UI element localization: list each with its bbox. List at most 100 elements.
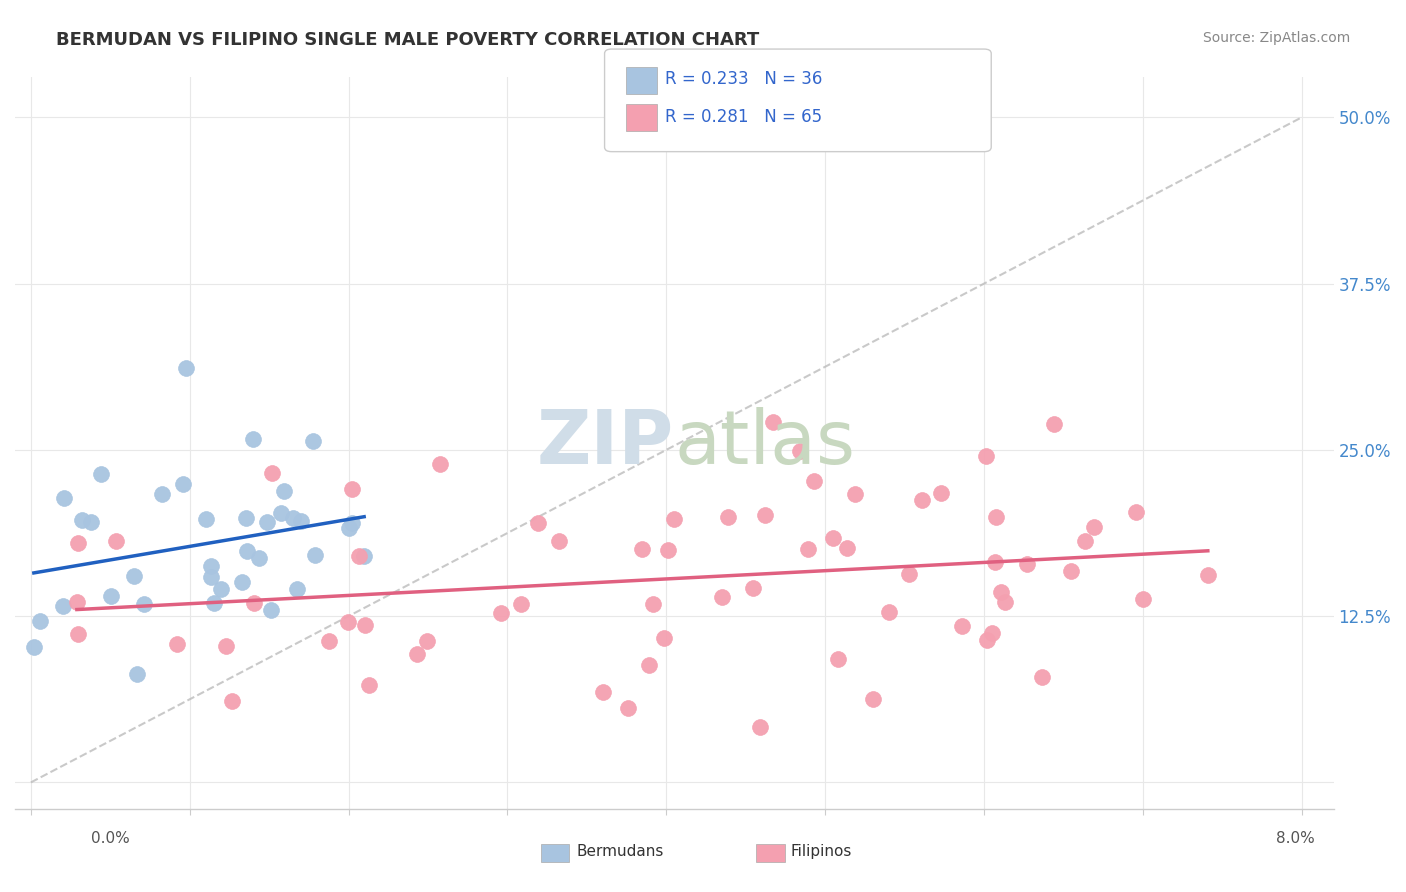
Point <box>950 618 973 632</box>
Point <box>984 509 1007 524</box>
Point <box>1132 591 1154 606</box>
Point <box>28 614 51 628</box>
Point <box>405 647 427 661</box>
Text: R = 0.233   N = 36: R = 0.233 N = 36 <box>665 70 823 88</box>
Point <box>1074 533 1097 548</box>
Point <box>489 606 512 620</box>
Point <box>67 627 90 641</box>
Point <box>262 466 284 480</box>
Point <box>347 549 370 563</box>
Text: BERMUDAN VS FILIPINO SINGLE MALE POVERTY CORRELATION CHART: BERMUDAN VS FILIPINO SINGLE MALE POVERTY… <box>56 31 759 49</box>
Point <box>122 569 145 583</box>
Point <box>662 512 685 526</box>
Point <box>336 615 359 629</box>
Point <box>235 511 257 525</box>
Point <box>242 432 264 446</box>
Point <box>844 487 866 501</box>
Point <box>754 508 776 522</box>
Point <box>202 596 225 610</box>
Point <box>174 361 197 376</box>
Point <box>281 510 304 524</box>
Point <box>215 639 238 653</box>
Point <box>231 574 253 589</box>
Point <box>353 549 375 564</box>
Point <box>80 515 103 529</box>
Point <box>132 597 155 611</box>
Point <box>797 542 820 557</box>
Point <box>592 685 614 699</box>
Point <box>209 582 232 596</box>
Point <box>285 582 308 596</box>
Point <box>984 555 1007 569</box>
Point <box>260 603 283 617</box>
Point <box>877 606 900 620</box>
Point <box>821 532 844 546</box>
Point <box>304 548 326 562</box>
Point <box>359 678 381 692</box>
Point <box>301 434 323 449</box>
Point <box>194 512 217 526</box>
Point <box>762 415 785 429</box>
Point <box>1017 557 1039 571</box>
Point <box>510 597 533 611</box>
Point <box>711 590 734 604</box>
Text: Filipinos: Filipinos <box>790 845 852 859</box>
Point <box>415 634 437 648</box>
Point <box>630 542 652 557</box>
Point <box>66 535 89 549</box>
Point <box>70 513 93 527</box>
Point <box>716 510 738 524</box>
Point <box>789 443 811 458</box>
Point <box>236 543 259 558</box>
Point <box>911 493 934 508</box>
Point <box>974 449 997 463</box>
Point <box>256 515 278 529</box>
Point <box>654 631 676 645</box>
Point <box>22 640 45 655</box>
Point <box>657 542 679 557</box>
Point <box>1125 505 1147 519</box>
Point <box>337 521 360 535</box>
Text: Bermudans: Bermudans <box>576 845 664 859</box>
Point <box>616 701 638 715</box>
Point <box>172 476 194 491</box>
Point <box>247 550 270 565</box>
Point <box>52 599 75 614</box>
Point <box>862 692 884 706</box>
Point <box>803 475 825 489</box>
Text: Source: ZipAtlas.com: Source: ZipAtlas.com <box>1202 31 1350 45</box>
Text: 0.0%: 0.0% <box>91 831 131 846</box>
Point <box>100 589 122 603</box>
Point <box>641 597 664 611</box>
Point <box>994 595 1017 609</box>
Point <box>340 516 363 530</box>
Point <box>104 534 127 549</box>
Point <box>340 482 363 496</box>
Point <box>527 516 550 530</box>
Point <box>827 652 849 666</box>
Point <box>273 483 295 498</box>
Point <box>1197 568 1219 582</box>
Point <box>929 486 952 500</box>
Point <box>127 667 149 681</box>
Point <box>221 694 243 708</box>
Point <box>1043 417 1066 432</box>
Point <box>354 617 377 632</box>
Point <box>548 534 571 549</box>
Point <box>150 486 173 500</box>
Point <box>749 720 772 734</box>
Point <box>200 570 222 584</box>
Text: R = 0.281   N = 65: R = 0.281 N = 65 <box>665 108 823 126</box>
Point <box>980 625 1002 640</box>
Point <box>742 581 765 595</box>
Point <box>90 467 112 481</box>
Point <box>429 457 451 471</box>
Point <box>242 596 264 610</box>
Point <box>976 632 998 647</box>
Point <box>637 658 659 673</box>
Point <box>990 585 1012 599</box>
Point <box>318 634 340 648</box>
Point <box>52 491 75 505</box>
Text: 8.0%: 8.0% <box>1275 831 1315 846</box>
Point <box>66 594 89 608</box>
